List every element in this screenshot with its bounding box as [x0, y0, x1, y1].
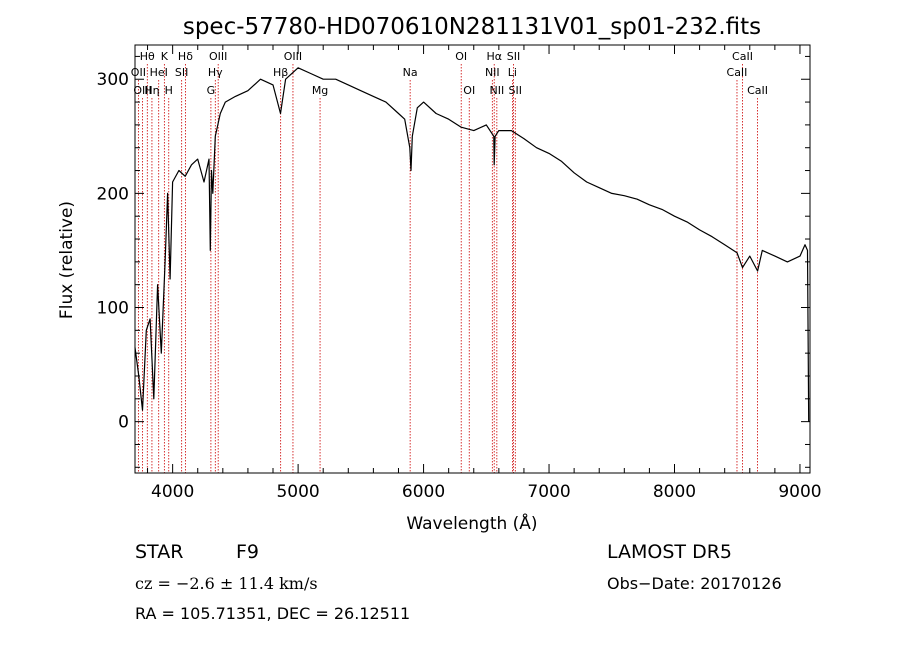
- spectral-line-label: SII: [507, 50, 520, 63]
- coordinates: RA = 105.71351, DEC = 26.12511: [135, 604, 411, 623]
- observation-date: Obs−Date: 20170126: [607, 574, 782, 593]
- spectral-line-label: NII: [485, 66, 500, 79]
- spectral-line-label: OII: [131, 66, 146, 79]
- spectral-line-label: Na: [403, 66, 418, 79]
- spectral-line-label: Hα: [486, 50, 502, 63]
- chart-title: spec-57780-HD070610N281131V01_sp01-232.f…: [183, 14, 761, 40]
- spectral-line-label: Hβ: [273, 66, 288, 79]
- x-tick-label: 5000: [276, 482, 319, 502]
- spectral-line-markers: HθOIIOIIIKHeIHηHδSIIHOIIIHγGOIIIHβMgNaOI…: [131, 50, 768, 473]
- spectral-line-label: Hδ: [178, 50, 193, 63]
- y-tick-label: 100: [97, 299, 129, 319]
- spectral-line-label: OI: [455, 50, 467, 63]
- x-tick-label: 9000: [778, 482, 821, 502]
- spectral-line-label: G: [207, 84, 216, 97]
- spectral-line-label: Hθ: [140, 50, 155, 63]
- spectral-line-label: H: [165, 84, 173, 97]
- spectral-line-label: CaII: [747, 84, 768, 97]
- spectrum-series-line: [134, 67, 810, 422]
- x-tick-label: 8000: [653, 482, 696, 502]
- x-axis-label: Wavelength (Å): [406, 512, 537, 534]
- axis-ticks: 4000 5000 6000 7000 8000 9000 0 100 200 300: [97, 45, 822, 502]
- spectral-line-label: CaII: [727, 66, 748, 79]
- survey-name: LAMOST DR5: [607, 541, 732, 563]
- spectral-line-label: Hη: [144, 84, 159, 97]
- spectral-line-label: OIII: [209, 50, 227, 63]
- plot-frame: [134, 44, 811, 474]
- spectral-line-label: K: [161, 50, 169, 63]
- object-type: STAR: [135, 541, 184, 563]
- x-tick-label: 6000: [402, 482, 445, 502]
- spectral-line-label: Hγ: [208, 66, 223, 79]
- spectral-subclass: F9: [236, 541, 260, 563]
- spectral-line-label: NII: [489, 84, 504, 97]
- spectral-line-label: OIII: [133, 84, 151, 97]
- x-tick-label: 4000: [151, 482, 194, 502]
- spectral-line-label: OI: [463, 84, 475, 97]
- x-tick-label: 7000: [527, 482, 570, 502]
- spectral-line-label: OIII: [284, 50, 302, 63]
- y-tick-label: 300: [97, 70, 129, 90]
- redshift-velocity: cz = −2.6 ± 11.4 km/s: [135, 574, 318, 593]
- spectral-line-label: Mg: [312, 84, 328, 97]
- spectral-line-label: SII: [509, 84, 522, 97]
- spectral-line-label: SII: [175, 66, 188, 79]
- y-tick-label: 0: [118, 413, 129, 433]
- spectral-line-label: Li: [508, 66, 517, 79]
- y-axis-label: Flux (relative): [57, 201, 77, 319]
- spectral-line-label: CaII: [732, 50, 753, 63]
- y-tick-label: 200: [97, 184, 129, 204]
- spectral-line-label: HeI: [150, 66, 168, 79]
